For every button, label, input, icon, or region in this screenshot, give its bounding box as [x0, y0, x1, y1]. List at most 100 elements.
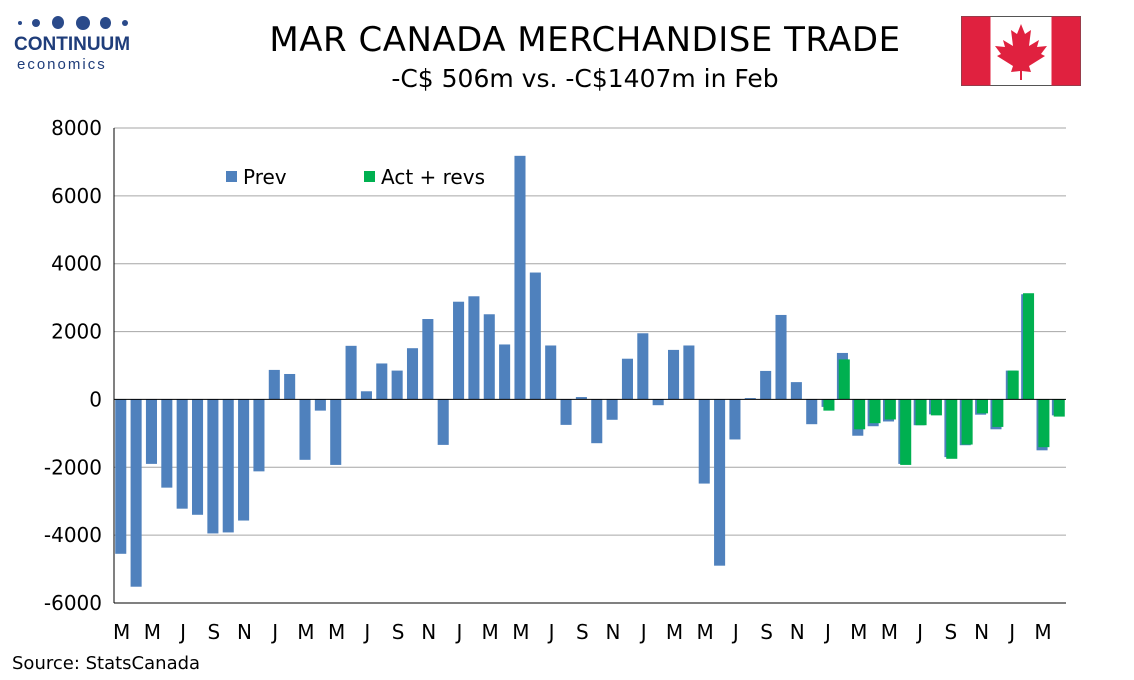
bar-act-revs	[992, 399, 1004, 427]
y-tick-label: 0	[89, 387, 102, 411]
bar-act-revs	[930, 399, 942, 416]
bar-prev	[176, 399, 188, 509]
x-tick-label: M	[482, 620, 499, 644]
x-tick-label: J	[639, 620, 647, 644]
bar-prev	[806, 399, 818, 425]
bar-prev	[253, 399, 265, 472]
legend-label-prev: Prev	[243, 165, 287, 189]
x-tick-label: J	[270, 620, 278, 644]
y-tick-label: 2000	[51, 320, 102, 344]
x-tick-label: J	[823, 620, 831, 644]
bar-prev	[499, 344, 511, 400]
bar-act-revs	[838, 359, 850, 400]
bar-prev	[391, 370, 403, 400]
source-note: Source: StatsCanada	[12, 653, 201, 674]
x-tick-label: N	[790, 620, 805, 644]
bar-act-revs	[976, 399, 988, 414]
x-tick-label: M	[328, 620, 345, 644]
x-tick-label: M	[666, 620, 683, 644]
x-tick-label: M	[697, 620, 714, 644]
x-tick-label: S	[576, 620, 589, 644]
bar-prev	[790, 382, 802, 400]
y-tick-label: 4000	[51, 252, 102, 276]
bar-prev	[422, 319, 434, 400]
y-tick-label: 6000	[51, 184, 102, 208]
bar-prev	[406, 348, 419, 400]
bar-act-revs	[869, 399, 881, 424]
bar-prev	[238, 399, 250, 521]
bar-prev	[130, 399, 142, 587]
x-tick-label: M	[144, 620, 161, 644]
x-tick-label: M	[1034, 620, 1051, 644]
bar-prev	[330, 399, 342, 465]
bar-prev	[314, 399, 326, 411]
x-tick-label: S	[760, 620, 773, 644]
bar-act-revs	[1007, 370, 1019, 400]
x-tick-label: J	[547, 620, 555, 644]
bar-prev	[775, 314, 787, 400]
x-tick-label: J	[731, 620, 739, 644]
bar-prev	[207, 399, 219, 534]
bar-prev	[145, 399, 157, 464]
x-tick-label: N	[606, 620, 621, 644]
bar-prev	[514, 155, 526, 400]
y-tick-label: -6000	[44, 591, 102, 615]
bar-prev	[284, 373, 296, 400]
x-tick-label: N	[421, 620, 436, 644]
x-tick-label: S	[207, 620, 220, 644]
bar-prev	[161, 399, 173, 488]
bar-prev	[591, 399, 603, 444]
x-tick-label: M	[850, 620, 867, 644]
canada-flag-icon	[961, 16, 1081, 86]
bar-act-revs	[823, 399, 835, 411]
continuum-logo: CONTINUUM economics	[14, 12, 144, 78]
bar-act-revs	[915, 399, 927, 426]
bar-prev	[637, 333, 649, 400]
bar-act-revs	[854, 399, 866, 430]
bar-prev	[468, 296, 480, 400]
y-tick-label: -2000	[44, 455, 102, 479]
legend-swatch-act-revs	[364, 171, 375, 182]
bar-act-revs	[961, 399, 973, 445]
bar-act-revs	[900, 399, 912, 465]
bar-prev	[744, 398, 756, 400]
x-tick-label: N	[237, 620, 252, 644]
bar-prev	[545, 345, 557, 400]
x-tick-label: M	[297, 620, 314, 644]
bar-prev	[192, 399, 204, 515]
chart-title: MAR CANADA MERCHANDISE TRADE	[269, 20, 901, 60]
bar-prev	[437, 399, 449, 445]
bar-prev	[483, 314, 495, 400]
bar-act-revs	[946, 399, 958, 459]
bar-prev	[729, 399, 741, 440]
x-tick-label: M	[512, 620, 529, 644]
x-tick-label: J	[915, 620, 923, 644]
y-tick-label: 8000	[51, 116, 102, 140]
legend-label-act-revs: Act + revs	[381, 165, 485, 189]
x-tick-label: M	[113, 620, 130, 644]
x-tick-label: J	[455, 620, 463, 644]
bar-prev	[714, 399, 726, 566]
x-tick-label: S	[392, 620, 405, 644]
bar-prev	[560, 399, 572, 425]
bar-act-revs	[1038, 399, 1050, 448]
x-tick-label: J	[1007, 620, 1015, 644]
bar-prev	[529, 272, 541, 400]
bar-prev	[299, 399, 311, 460]
bar-prev	[760, 370, 772, 400]
bar-prev	[222, 399, 234, 533]
bar-prev	[115, 399, 127, 554]
bar-prev	[606, 399, 618, 420]
legend-swatch-prev	[226, 171, 237, 182]
bar-prev	[453, 301, 465, 400]
bar-prev	[376, 363, 388, 400]
bar-act-revs	[1053, 399, 1065, 417]
x-tick-label: J	[362, 620, 370, 644]
bar-prev	[360, 391, 372, 400]
logo-wordmark: CONTINUUM	[14, 34, 131, 55]
bar-prev	[683, 345, 695, 400]
x-tick-label: J	[178, 620, 186, 644]
bar-prev	[268, 369, 280, 400]
chart-subtitle: -C$ 506m vs. -C$1407m in Feb	[391, 64, 779, 93]
